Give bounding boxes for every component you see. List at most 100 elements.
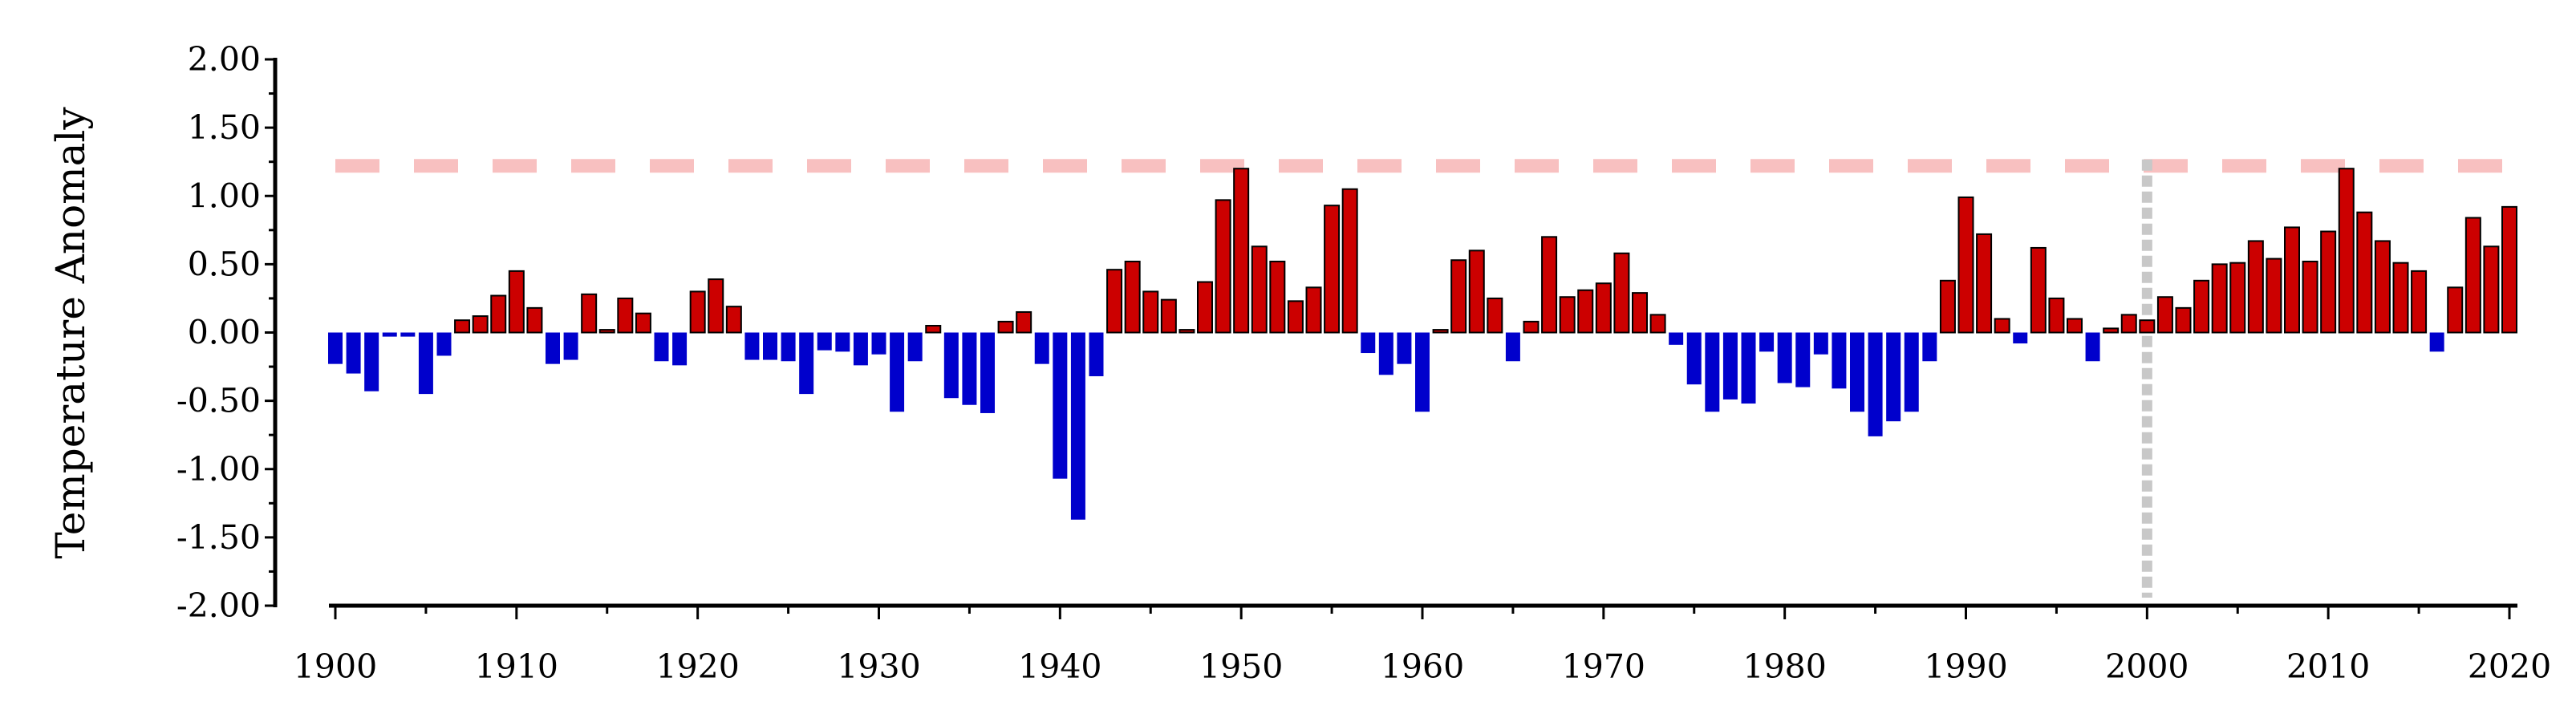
bar-1959 — [1397, 332, 1412, 364]
x-tick-label: 1900 — [294, 647, 377, 686]
bar-1925 — [781, 332, 796, 362]
bar-2006 — [2247, 240, 2264, 334]
bar-1908 — [472, 315, 489, 334]
bar-1986 — [1886, 332, 1901, 422]
bar-2000 — [2139, 319, 2156, 334]
bar-1968 — [1559, 296, 1576, 334]
bar-2009 — [2302, 260, 2318, 334]
bar-1952 — [1269, 260, 1286, 334]
bar-1988 — [1922, 332, 1937, 362]
bar-2001 — [2156, 296, 2173, 334]
bar-2011 — [2338, 168, 2355, 334]
bar-2014 — [2392, 262, 2409, 334]
bar-1999 — [2120, 314, 2137, 334]
bar-1919 — [672, 332, 688, 366]
bar-1907 — [454, 319, 471, 334]
bar-1995 — [2048, 297, 2065, 334]
bar-1916 — [617, 297, 634, 334]
y-tick-label: 1.00 — [188, 176, 261, 215]
bar-1941 — [1070, 332, 1085, 520]
bar-1900 — [328, 332, 343, 364]
bar-1982 — [1813, 332, 1828, 355]
y-tick-label: -1.00 — [176, 450, 261, 489]
bar-1985 — [1868, 332, 1883, 436]
bar-1989 — [1939, 279, 1956, 334]
bar-1996 — [2067, 318, 2083, 334]
bar-1997 — [2085, 332, 2100, 362]
x-tick-label: 1950 — [1199, 647, 1283, 686]
bar-1942 — [1089, 332, 1104, 376]
bar-2004 — [2211, 263, 2228, 334]
bar-2007 — [2266, 258, 2282, 334]
x-tick-label: 1960 — [1381, 647, 1464, 686]
x-tick-label: 1920 — [655, 647, 739, 686]
bar-1965 — [1505, 332, 1520, 362]
bar-1992 — [1994, 318, 2010, 334]
bar-1970 — [1595, 282, 1612, 334]
bar-1930 — [871, 332, 886, 355]
bar-1912 — [546, 332, 560, 364]
bar-1991 — [1976, 233, 1993, 334]
bar-1914 — [581, 293, 598, 334]
bar-1975 — [1686, 332, 1702, 385]
bar-1949 — [1215, 199, 1231, 334]
bar-1980 — [1777, 332, 1792, 383]
bar-1957 — [1361, 332, 1376, 354]
bar-1931 — [890, 332, 905, 412]
bar-2002 — [2175, 306, 2192, 334]
x-tick-label: 1940 — [1018, 647, 1101, 686]
bar-2005 — [2229, 262, 2246, 334]
bar-1940 — [1053, 332, 1068, 479]
bar-1937 — [997, 320, 1014, 334]
x-tick-label: 1910 — [475, 647, 558, 686]
bar-1939 — [1034, 332, 1049, 364]
bar-1920 — [689, 290, 706, 334]
bar-1950 — [1233, 168, 1250, 334]
y-tick-label: 1.50 — [188, 108, 261, 147]
bar-1956 — [1341, 188, 1358, 334]
bar-1945 — [1142, 290, 1159, 334]
bar-1966 — [1523, 320, 1540, 334]
bar-1979 — [1759, 332, 1775, 352]
bar-1938 — [1016, 310, 1032, 334]
bar-1944 — [1124, 260, 1141, 334]
bar-1983 — [1832, 332, 1847, 389]
bar-1935 — [962, 332, 977, 405]
bar-1981 — [1795, 332, 1811, 387]
bar-1905 — [418, 332, 433, 395]
bar-1918 — [654, 332, 669, 362]
bar-2003 — [2193, 279, 2210, 334]
bar-1910 — [508, 270, 525, 334]
bar-2019 — [2483, 245, 2500, 334]
x-tick-label: 1970 — [1562, 647, 1645, 686]
y-tick-label: -1.50 — [176, 518, 261, 557]
bar-1974 — [1669, 332, 1684, 345]
bar-1913 — [563, 332, 578, 360]
bar-1978 — [1741, 332, 1756, 404]
bar-1915 — [598, 329, 615, 334]
bar-1936 — [980, 332, 995, 413]
bar-1963 — [1468, 249, 1485, 334]
bar-1934 — [943, 332, 959, 399]
y-tick-label: -0.50 — [176, 382, 261, 420]
bar-1929 — [853, 332, 868, 366]
bar-2017 — [2447, 286, 2464, 334]
bar-1973 — [1649, 314, 1666, 334]
bar-1954 — [1305, 286, 1322, 334]
bar-1932 — [907, 332, 923, 362]
bar-2010 — [2320, 230, 2337, 334]
bar-1951 — [1251, 245, 1268, 334]
bar-1962 — [1450, 259, 1467, 334]
bar-1969 — [1577, 289, 1594, 334]
bar-1964 — [1487, 297, 1503, 334]
bar-1993 — [2013, 332, 2028, 344]
bar-1994 — [2030, 246, 2047, 334]
bar-1943 — [1106, 269, 1123, 334]
bar-1923 — [744, 332, 760, 360]
bar-1990 — [1957, 196, 1974, 334]
bar-2013 — [2374, 240, 2391, 334]
bar-1984 — [1850, 332, 1864, 412]
bar-1911 — [526, 306, 543, 334]
bar-1903 — [382, 332, 397, 337]
